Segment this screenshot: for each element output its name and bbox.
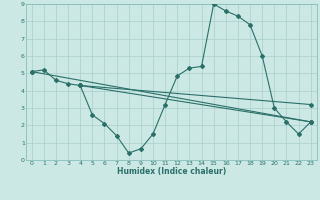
X-axis label: Humidex (Indice chaleur): Humidex (Indice chaleur) (116, 167, 226, 176)
